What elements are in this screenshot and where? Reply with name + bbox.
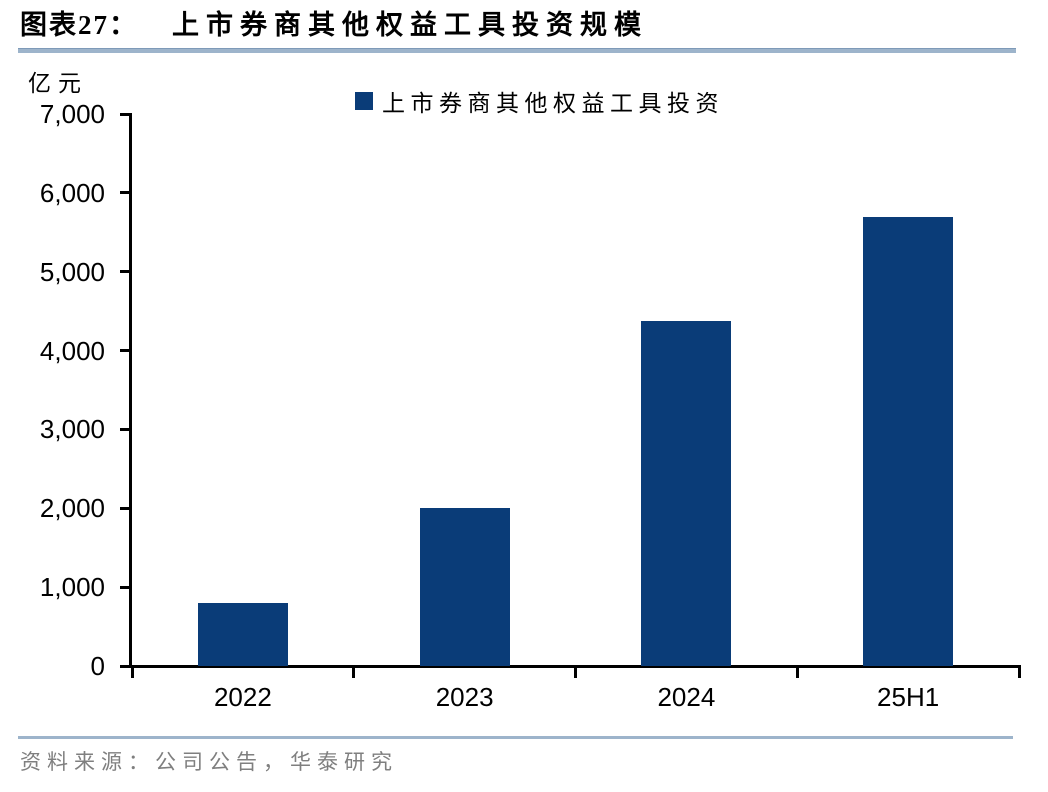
x-axis-tick — [130, 665, 134, 678]
x-axis-tick — [574, 665, 577, 678]
y-axis-tick — [120, 191, 130, 195]
y-tick-label: 2,000 — [39, 493, 105, 524]
y-tick-label: 1,000 — [39, 572, 105, 603]
figure-number-label: 图表27： — [20, 10, 138, 40]
y-axis-tick — [120, 270, 130, 274]
bar-2023 — [419, 508, 510, 666]
y-axis-tick — [120, 506, 130, 510]
x-axis-tick — [352, 665, 356, 678]
x-axis-tick — [795, 665, 799, 678]
y-tick-label: 4,000 — [39, 335, 105, 366]
bar-2022 — [197, 602, 288, 666]
bar-2024 — [641, 321, 732, 666]
x-axis-tick — [1017, 665, 1021, 678]
y-axis-tick — [120, 349, 130, 353]
y-tick-label: 7,000 — [39, 99, 105, 129]
y-axis-line — [129, 113, 132, 668]
y-axis-unit-label: 亿元 — [28, 71, 88, 96]
legend-series-label: 上市券商其他权益工具投资 — [382, 91, 724, 116]
y-axis-tick — [120, 664, 130, 668]
y-tick-label: 0 — [90, 651, 105, 681]
title-underline-rule — [18, 48, 1016, 53]
figure-title: 上市券商其他权益工具投资规模 — [172, 10, 648, 40]
x-tick-label-2024: 2024 — [657, 682, 716, 712]
x-tick-label-2023: 2023 — [435, 682, 494, 712]
y-tick-label: 3,000 — [39, 414, 105, 445]
y-axis-tick — [120, 112, 130, 116]
x-tick-label-2022: 2022 — [213, 682, 272, 712]
y-axis-tick — [120, 585, 130, 589]
bar-25H1 — [863, 216, 954, 666]
footer-rule — [18, 736, 1013, 739]
x-tick-label-25H1: 25H1 — [877, 682, 940, 712]
y-tick-label: 6,000 — [39, 177, 105, 208]
y-tick-label: 5,000 — [39, 256, 105, 287]
y-axis-tick — [120, 427, 130, 431]
source-note: 资料来源：公司公告，华泰研究 — [20, 750, 398, 774]
chart-legend: 上市券商其他权益工具投资 — [355, 84, 724, 118]
legend-swatch-icon — [355, 92, 373, 110]
figure-header: 图表27： 上市券商其他权益工具投资规模 — [20, 8, 648, 42]
